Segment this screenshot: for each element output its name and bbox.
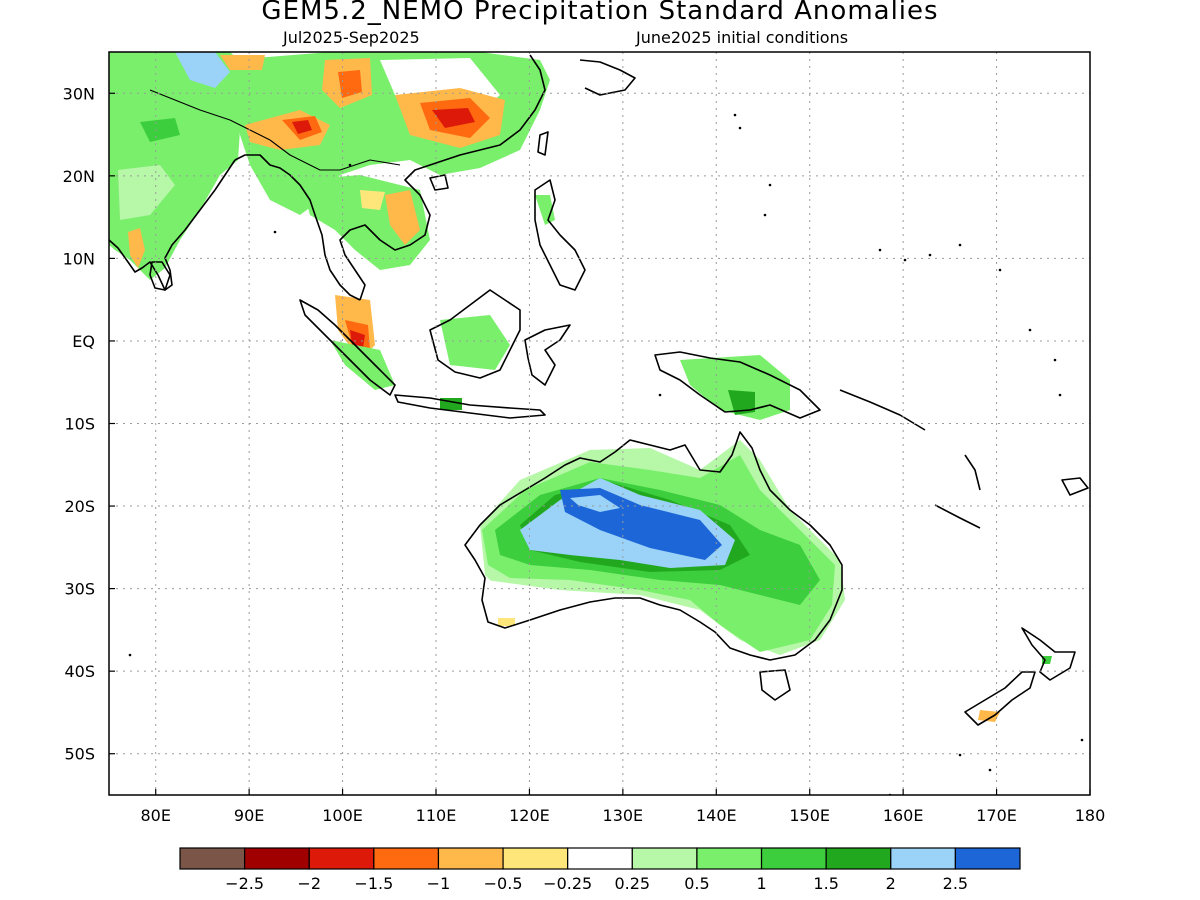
- lat-tick-label: 40S: [64, 662, 95, 681]
- japan-coastline: [579, 59, 636, 96]
- borneo-coastline: [429, 289, 521, 379]
- colorbar-label: 2: [886, 874, 896, 893]
- java-coastline: [394, 394, 546, 419]
- india-dark-green-anomaly: [140, 118, 180, 142]
- australia-inner-positive-anomaly: [570, 495, 620, 512]
- lat-tick-label: 20S: [64, 497, 95, 516]
- indochina-coastline: [339, 54, 546, 301]
- pacific-islands: [128, 113, 1084, 795]
- anomaly-shading: [109, 52, 1052, 722]
- lon-tick-label: 100E: [322, 806, 363, 825]
- lon-tick-label: 130E: [603, 806, 644, 825]
- colorbar-swatch: [179, 847, 246, 870]
- lat-tick-label: 50S: [64, 745, 95, 764]
- map-gridlines: [109, 52, 1090, 795]
- indochina-light-dry-anomaly: [360, 190, 385, 210]
- sumatra-coastline: [299, 299, 396, 396]
- sri-lanka-coastline: [149, 261, 171, 291]
- colorbar-label: −0.5: [484, 874, 523, 893]
- lat-tick-label: 10S: [64, 415, 95, 434]
- lon-tick-label: 150E: [789, 806, 830, 825]
- new-zealand-dry-anomaly: [978, 710, 1000, 722]
- indochina-dry-anomaly: [385, 190, 420, 245]
- bay-of-bengal-coastline: [234, 154, 361, 301]
- lon-tick-label: 180: [1075, 806, 1106, 825]
- colorbar-label: 0.5: [684, 874, 709, 893]
- initial-conditions-label: June2025 initial conditions: [636, 28, 849, 47]
- sulawesi-coastline: [524, 324, 571, 386]
- lon-tick-label: 80E: [140, 806, 170, 825]
- lat-tick-label: 10N: [63, 249, 95, 268]
- india-positive-anomaly: [175, 52, 230, 88]
- lat-tick-label: 20N: [63, 167, 95, 186]
- map-axes: 80E 90E 100E 110E 120E 130E 140E 150E 160E 170E 18…: [63, 84, 1106, 825]
- taiwan-coastline: [537, 131, 549, 156]
- new-guinea-dark-green-anomaly: [728, 390, 755, 415]
- colorbar-swatch: [502, 847, 569, 870]
- lon-tick-label: 90E: [234, 806, 264, 825]
- borneo-green-anomaly: [440, 315, 510, 370]
- hainan-coastline: [429, 174, 449, 191]
- colorbar-swatch: [760, 847, 827, 870]
- south-china-red-anomaly: [432, 108, 475, 128]
- north-strong-dry-anomaly: [338, 70, 362, 98]
- lat-tick-label: EQ: [72, 332, 95, 351]
- india-west-coast-dry: [128, 228, 145, 268]
- colorbar-swatch: [567, 847, 633, 870]
- colorbar-swatch: [437, 847, 504, 870]
- colorbar-label: −1: [427, 874, 451, 893]
- vanuatu-coastline: [964, 454, 981, 491]
- lat-tick-label: 30N: [63, 84, 95, 103]
- fiji-coastline: [1061, 477, 1089, 496]
- forecast-period: Jul2025-Sep2025: [283, 28, 420, 47]
- colorbar: −2.5 −2 −1.5 −1 −0.5 −0.25 0.25 0.5 1 1.5 2 2.5: [179, 847, 1021, 893]
- colorbar-swatch: [308, 847, 375, 870]
- colorbar-swatch: [244, 847, 310, 870]
- colorbar-label: 0.25: [614, 874, 650, 893]
- philippines-green-anomaly: [535, 195, 555, 225]
- coastlines: [109, 54, 1089, 726]
- india-coastline: [109, 159, 236, 291]
- north-dry-anomaly-a: [220, 55, 265, 70]
- colorbar-swatch: [954, 847, 1021, 870]
- colorbar-swatch: [373, 847, 440, 870]
- nepal-border: [149, 89, 271, 141]
- lon-tick-label: 170E: [976, 806, 1017, 825]
- tasmania-coastline: [759, 669, 791, 701]
- new-caledonia-coastline: [934, 504, 981, 529]
- lon-tick-label: 110E: [416, 806, 457, 825]
- india-green-anomaly: [109, 52, 252, 280]
- colorbar-label: −0.25: [543, 874, 592, 893]
- colorbar-swatch: [696, 847, 763, 870]
- new-zealand-south-coastline: [964, 671, 1036, 726]
- lat-tick-label: 30S: [64, 580, 95, 599]
- myanmar-border: [269, 139, 401, 171]
- philippines-coastline: [534, 179, 586, 291]
- sumatra-green-anomaly: [330, 340, 395, 390]
- australia-southwest-no-anomaly: [486, 580, 620, 625]
- lon-tick-label: 120E: [509, 806, 550, 825]
- colorbar-label: 1: [756, 874, 766, 893]
- colorbar-label: 2.5: [943, 874, 968, 893]
- tibet-red-anomaly: [292, 120, 312, 134]
- colorbar-swatch: [631, 847, 698, 870]
- new-guinea-coastline: [654, 351, 821, 419]
- colorbar-label: −1.5: [354, 874, 393, 893]
- colorbar-label: −2.5: [225, 874, 264, 893]
- new-zealand-north-coastline: [1021, 627, 1076, 681]
- colorbar-label: 1.5: [813, 874, 838, 893]
- colorbar-label: −2: [297, 874, 321, 893]
- solomon-islands-coastline: [839, 389, 926, 431]
- australia-southwest-dry-anomaly: [498, 618, 515, 626]
- lon-tick-label: 140E: [696, 806, 737, 825]
- map-title: GEM5.2_NEMO Precipitation Standard Anoma…: [261, 0, 939, 26]
- lon-tick-label: 160E: [883, 806, 924, 825]
- india-pale-anomaly: [118, 165, 175, 220]
- colorbar-swatch: [890, 847, 956, 870]
- colorbar-swatch: [825, 847, 892, 870]
